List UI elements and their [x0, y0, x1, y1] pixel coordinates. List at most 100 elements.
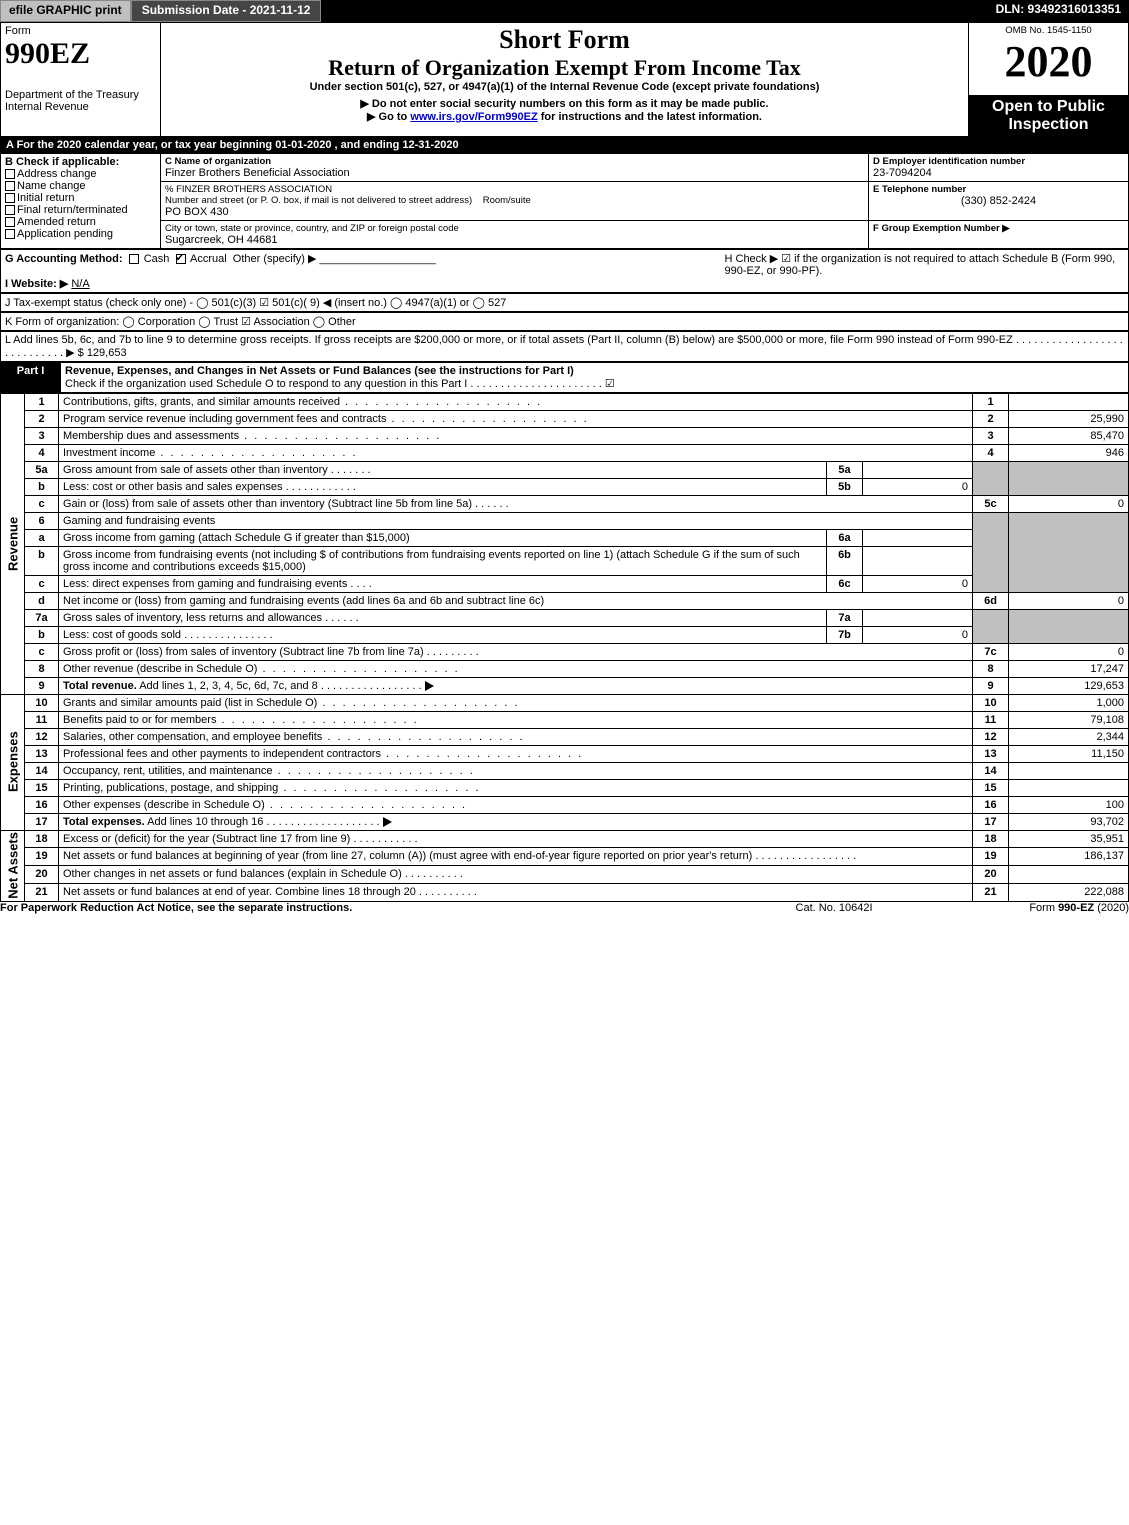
ln-14-t: Occupancy, rent, utilities, and maintena…	[59, 762, 973, 779]
box-f-label: F Group Exemption Number ▶	[873, 223, 1124, 234]
row-j: J Tax-exempt status (check only one) - ◯…	[1, 293, 1129, 311]
ln-2-v: 25,990	[1009, 410, 1129, 427]
ln-1-n: 1	[25, 393, 59, 410]
line-a: A For the 2020 calendar year, or tax yea…	[0, 137, 1129, 153]
cb-final-return[interactable]: Final return/terminated	[5, 204, 156, 216]
city-label: City or town, state or province, country…	[165, 223, 864, 234]
ln-12-t: Salaries, other compensation, and employ…	[59, 728, 973, 745]
box-d-label: D Employer identification number	[873, 156, 1124, 167]
ln-7a-n: 7a	[25, 609, 59, 626]
ln-3-t: Membership dues and assessments	[59, 427, 973, 444]
ln-17-col: 17	[973, 813, 1009, 830]
ln-8-t: Other revenue (describe in Schedule O)	[59, 660, 973, 677]
ln-2-col: 2	[973, 410, 1009, 427]
ln-5a-sv	[862, 461, 972, 478]
ln-15-col: 15	[973, 779, 1009, 796]
section-netassets: Net Assets	[1, 830, 25, 902]
ln-15-t: Printing, publications, postage, and shi…	[59, 779, 973, 796]
box-e-label: E Telephone number	[873, 184, 1124, 195]
ln-2-t: Program service revenue including govern…	[59, 410, 973, 427]
efile-print-button[interactable]: efile GRAPHIC print	[0, 0, 131, 22]
ln-6b-t: Gross income from fundraising events (no…	[59, 546, 827, 575]
ln-6c-n: c	[25, 575, 59, 592]
ln-18-col: 18	[973, 830, 1009, 848]
footer-cat: Cat. No. 10642I	[752, 902, 916, 914]
goto-notice: ▶ Go to www.irs.gov/Form990EZ for instru…	[165, 110, 964, 123]
ln-13-t: Professional fees and other payments to …	[59, 745, 973, 762]
noentry-notice: ▶ Do not enter social security numbers o…	[165, 97, 964, 110]
ln-6a-sub: 6a	[826, 529, 862, 546]
ln-21-v: 222,088	[1009, 884, 1129, 902]
ln-5c-t: Gain or (loss) from sale of assets other…	[59, 495, 973, 512]
box-b-label: B Check if applicable:	[5, 156, 156, 168]
ln-6a-t: Gross income from gaming (attach Schedul…	[59, 529, 827, 546]
careof: % FINZER BROTHERS ASSOCIATION	[165, 184, 864, 195]
cb-amended-return[interactable]: Amended return	[5, 216, 156, 228]
cb-address-change[interactable]: Address change	[5, 168, 156, 180]
ln-11-v: 79,108	[1009, 711, 1129, 728]
ln-3-n: 3	[25, 427, 59, 444]
ln-16-t: Other expenses (describe in Schedule O)	[59, 796, 973, 813]
ln-8-col: 8	[973, 660, 1009, 677]
phone-value: (330) 852-2424	[873, 195, 1124, 207]
ln-6c-sv: 0	[862, 575, 972, 592]
ln-2-n: 2	[25, 410, 59, 427]
ln-12-n: 12	[25, 728, 59, 745]
cb-name-change[interactable]: Name change	[5, 180, 156, 192]
ln-7a-sv	[862, 609, 972, 626]
ln-15-n: 15	[25, 779, 59, 796]
short-form-title: Short Form	[165, 25, 964, 55]
ln-4-v: 946	[1009, 444, 1129, 461]
ln-16-n: 16	[25, 796, 59, 813]
ln-8-n: 8	[25, 660, 59, 677]
footer-right: Form 990-EZ (2020)	[916, 902, 1129, 914]
ln-13-v: 11,150	[1009, 745, 1129, 762]
irs-link[interactable]: www.irs.gov/Form990EZ	[410, 111, 537, 123]
ln-10-n: 10	[25, 694, 59, 711]
dept-label: Department of the Treasury	[5, 89, 156, 101]
goto-pre: ▶ Go to	[367, 111, 410, 123]
top-bar: efile GRAPHIC print Submission Date - 20…	[0, 0, 1129, 22]
ln-5c-n: c	[25, 495, 59, 512]
street-value: PO BOX 430	[165, 206, 864, 218]
ln-17-v: 93,702	[1009, 813, 1129, 830]
ln-6d-col: 6d	[973, 592, 1009, 609]
ln-16-v: 100	[1009, 796, 1129, 813]
cb-initial-return[interactable]: Initial return	[5, 192, 156, 204]
ln-18-n: 18	[25, 830, 59, 848]
ln-11-col: 11	[973, 711, 1009, 728]
cb-cash[interactable]	[129, 254, 139, 264]
ln-5b-sv: 0	[862, 478, 972, 495]
ln-6b-sub: 6b	[826, 546, 862, 575]
ln-18-t: Excess or (deficit) for the year (Subtra…	[59, 830, 973, 848]
ln-20-v	[1009, 866, 1129, 884]
lbl-accrual: Accrual	[190, 253, 227, 265]
gray-5	[973, 461, 1009, 495]
ln-5b-t: Less: cost or other basis and sales expe…	[59, 478, 827, 495]
part1-label: Part I	[1, 362, 61, 392]
ln-7c-col: 7c	[973, 643, 1009, 660]
ln-19-col: 19	[973, 848, 1009, 866]
ln-5b-sub: 5b	[826, 478, 862, 495]
ln-4-n: 4	[25, 444, 59, 461]
ln-12-v: 2,344	[1009, 728, 1129, 745]
section-revenue: Revenue	[1, 393, 25, 694]
ln-19-n: 19	[25, 848, 59, 866]
ln-1-t: Contributions, gifts, grants, and simila…	[59, 393, 973, 410]
gray-7	[973, 609, 1009, 643]
dln-label: DLN: 93492316013351	[988, 0, 1129, 22]
row-l: L Add lines 5b, 6c, and 7b to line 9 to …	[1, 331, 1129, 361]
street-label: Number and street (or P. O. box, if mail…	[165, 195, 864, 206]
cb-application-pending[interactable]: Application pending	[5, 228, 156, 240]
ln-7c-v: 0	[1009, 643, 1129, 660]
city-value: Sugarcreek, OH 44681	[165, 234, 864, 246]
g-h-row: G Accounting Method: Cash Accrual Other …	[0, 249, 1129, 293]
ln-5c-v: 0	[1009, 495, 1129, 512]
ln-19-t: Net assets or fund balances at beginning…	[59, 848, 973, 866]
arrow-icon	[383, 817, 392, 827]
ln-6-n: 6	[25, 512, 59, 529]
lbl-other: Other (specify) ▶	[233, 253, 317, 265]
ln-6-t: Gaming and fundraising events	[59, 512, 973, 529]
cb-accrual[interactable]	[176, 254, 186, 264]
identity-block: B Check if applicable: Address change Na…	[0, 153, 1129, 249]
